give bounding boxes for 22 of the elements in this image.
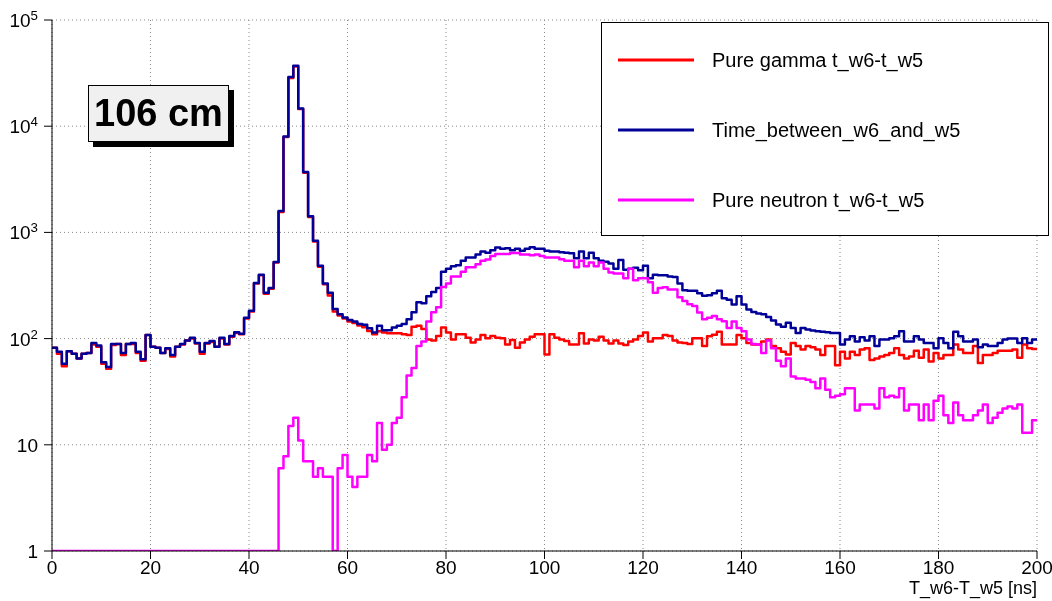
x-tick-label: 180 — [922, 557, 955, 579]
annotation: 106 cm — [88, 85, 229, 142]
x-tick-label: 140 — [725, 557, 758, 579]
x-tick-label: 0 — [46, 557, 58, 579]
x-tick-label: 40 — [238, 557, 260, 579]
x-tick-label: 20 — [139, 557, 162, 579]
y-tick-label: 10$^{2}$ — [9, 326, 38, 350]
x-tick-label: 120 — [627, 557, 659, 579]
legend-label: Time_between_w6_and_w5 — [712, 118, 961, 142]
x-tick-label: 80 — [435, 557, 457, 579]
y-tick-label: 10$^{4}$ — [9, 113, 38, 138]
x-tick-label: 160 — [824, 557, 856, 579]
y-tick-label: 10 — [16, 434, 38, 456]
x-axis-title: T_w6-T_w5 [ns] — [908, 577, 1037, 599]
x-tick-label: 100 — [528, 557, 561, 579]
x-tick-label: 60 — [336, 557, 359, 579]
legend-label: Pure gamma t_w6-t_w5 — [712, 48, 924, 72]
y-tick-label: 10$^{3}$ — [9, 219, 38, 244]
y-tick-label: 10$^{5}$ — [9, 7, 38, 31]
legend-label: Pure neutron t_w6-t_w5 — [712, 188, 925, 212]
x-tick-label: 200 — [1021, 557, 1052, 579]
y-tick-label: 1 — [27, 541, 38, 562]
